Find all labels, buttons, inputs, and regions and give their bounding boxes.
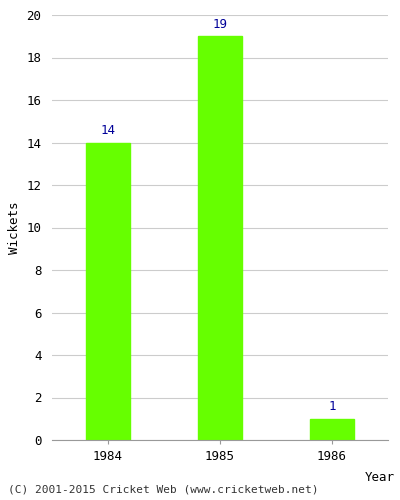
- Bar: [198, 36, 242, 440]
- Bar: [310, 419, 354, 440]
- Text: (C) 2001-2015 Cricket Web (www.cricketweb.net): (C) 2001-2015 Cricket Web (www.cricketwe…: [8, 485, 318, 495]
- Text: Year: Year: [365, 470, 395, 484]
- Bar: [86, 142, 130, 440]
- Text: 1: 1: [328, 400, 336, 413]
- Text: 14: 14: [100, 124, 116, 137]
- Y-axis label: Wickets: Wickets: [8, 201, 21, 254]
- Text: 19: 19: [212, 18, 228, 31]
